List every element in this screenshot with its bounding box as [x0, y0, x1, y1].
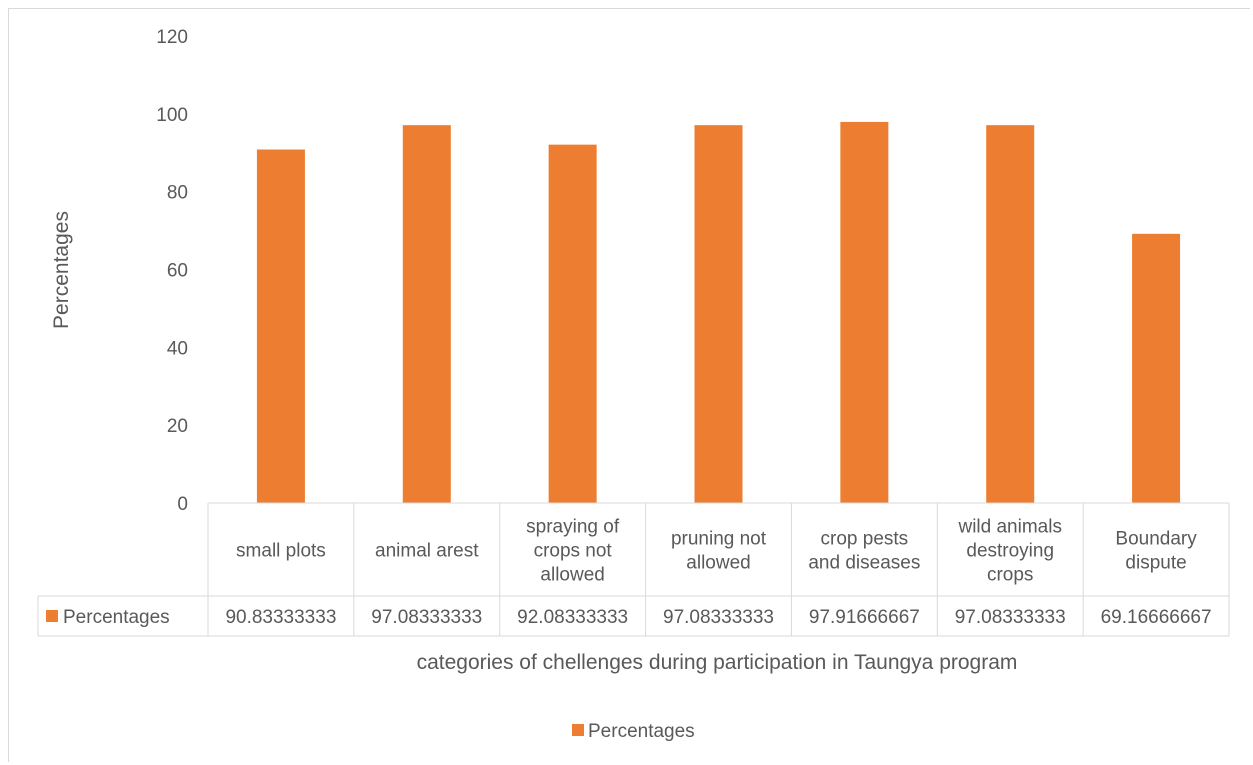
- category-label: and diseases: [808, 553, 920, 574]
- x-axis-label: categories of chellenges during particip…: [417, 651, 1018, 674]
- y-axis-label: Percentages: [50, 211, 73, 329]
- data-table: small plots animal arest spraying of crops …: [37, 502, 1230, 637]
- data-label: 90.83333333: [225, 607, 336, 628]
- y-tick-label: 20: [167, 416, 188, 437]
- table-legend-key: [46, 610, 58, 622]
- category-label: small plots: [236, 541, 326, 562]
- y-tick-label: 80: [167, 183, 188, 204]
- data-label: 97.91666667: [809, 607, 920, 628]
- chart-frame: [8, 8, 1250, 762]
- category-label: destroying: [966, 541, 1054, 562]
- bar: [256, 149, 305, 503]
- data-label: 69.16666667: [1101, 607, 1212, 628]
- data-label: 97.08333333: [371, 607, 482, 628]
- category-label: crop pests: [821, 529, 909, 550]
- data-label: 92.08333333: [517, 607, 628, 628]
- category-label: crops: [987, 565, 1033, 586]
- data-label: 97.08333333: [663, 607, 774, 628]
- category-label: Boundary: [1115, 529, 1197, 550]
- bars: [256, 121, 1181, 504]
- y-tick-label: 0: [177, 494, 188, 515]
- bar: [986, 125, 1035, 504]
- category-label: pruning not: [671, 529, 767, 550]
- category-label: dispute: [1125, 553, 1186, 574]
- table-series-name: Percentages: [63, 607, 170, 628]
- y-tick-label: 100: [156, 105, 188, 126]
- legend: Percentages: [572, 721, 695, 742]
- y-axis: 0 20 40 60 80 100 120: [156, 27, 188, 515]
- category-label: spraying of: [526, 517, 620, 538]
- bar: [840, 121, 889, 503]
- bar: [694, 125, 743, 504]
- category-label: allowed: [686, 553, 750, 574]
- category-label: wild animals: [957, 517, 1061, 538]
- category-label: animal arest: [375, 541, 479, 562]
- category-label: crops not: [534, 541, 613, 562]
- legend-entry: Percentages: [588, 721, 695, 742]
- bar: [1132, 233, 1181, 503]
- bar: [548, 144, 597, 503]
- data-label: 97.08333333: [955, 607, 1066, 628]
- y-tick-label: 60: [167, 261, 188, 282]
- y-tick-label: 120: [156, 27, 188, 48]
- legend-key: [572, 724, 584, 736]
- category-label: allowed: [540, 565, 604, 586]
- y-tick-label: 40: [167, 338, 188, 359]
- bar: [402, 125, 451, 504]
